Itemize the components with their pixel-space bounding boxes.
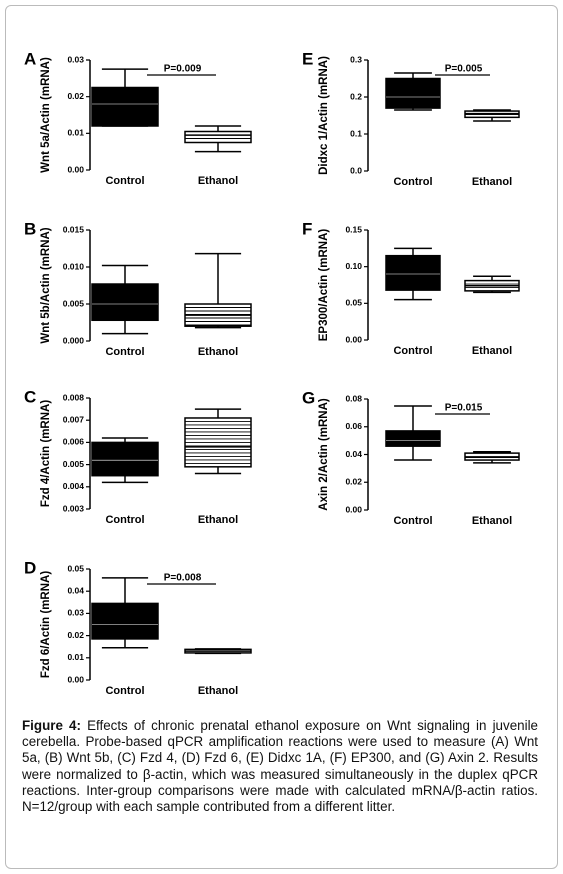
- y-tick-label: 0.003: [63, 503, 85, 513]
- box: [385, 254, 441, 291]
- p-value: P=0.008: [164, 573, 202, 584]
- x-tick-label: Control: [105, 514, 144, 526]
- panel-label: D: [24, 558, 36, 577]
- box: [91, 86, 159, 127]
- p-value: P=0.015: [445, 403, 483, 414]
- charts: A Wnt 5a/Actin (mRNA) 0.00 0.01 0.02 0.03 Cont…: [24, 49, 520, 697]
- y-axis-title: Fzd 4/Actin (mRNA): [40, 400, 52, 508]
- x-tick-label: Ethanol: [472, 176, 512, 188]
- box: [385, 77, 441, 109]
- box: [91, 441, 159, 477]
- y-tick-label: 0.008: [63, 392, 85, 402]
- p-value: P=0.005: [445, 64, 483, 75]
- panel-label: C: [24, 387, 36, 406]
- y-tick-label: 0.08: [345, 393, 362, 403]
- y-tick-label: 0.00: [345, 334, 362, 344]
- panel-label: A: [24, 49, 36, 68]
- y-tick-label: 0.006: [63, 437, 85, 447]
- x-tick-label: Control: [393, 515, 432, 527]
- x-tick-label: Ethanol: [198, 514, 238, 526]
- y-tick-label: 0.00: [67, 674, 84, 684]
- caption-text: Effects of chronic prenatal ethanol expo…: [22, 718, 538, 815]
- y-tick-label: 0.02: [67, 91, 84, 101]
- figure: A Wnt 5a/Actin (mRNA) 0.00 0.01 0.02 0.03 Cont…: [5, 5, 558, 869]
- x-tick-label: Ethanol: [472, 345, 512, 357]
- box: [184, 130, 252, 144]
- y-tick-label: 0.0: [350, 165, 362, 175]
- box: [385, 430, 441, 447]
- y-tick-label: 0.15: [345, 224, 362, 234]
- panel-label: F: [302, 219, 312, 238]
- panel-label: G: [302, 388, 315, 407]
- y-tick-label: 0.05: [345, 298, 362, 308]
- x-tick-label: Control: [105, 685, 144, 697]
- y-axis-title: Axin 2/Actin (mRNA): [318, 398, 330, 511]
- panel-label: B: [24, 219, 36, 238]
- y-tick-label: 0.010: [63, 261, 85, 271]
- y-tick-label: 0.04: [345, 449, 362, 459]
- y-tick-label: 0.3: [350, 54, 362, 64]
- panel-label: E: [302, 49, 313, 68]
- y-axis-title: EP300/Actin (mRNA): [318, 229, 330, 342]
- x-tick-label: Ethanol: [198, 346, 238, 358]
- y-tick-label: 0.005: [63, 298, 85, 308]
- x-tick-label: Control: [105, 175, 144, 187]
- y-tick-label: 0.02: [345, 477, 362, 487]
- y-axis-title: Wnt 5a/Actin (mRNA): [40, 57, 52, 173]
- caption-label: Figure 4:: [22, 718, 81, 733]
- caption: Figure 4: Effects of chronic prenatal et…: [22, 718, 538, 815]
- y-tick-label: 0.007: [63, 414, 85, 424]
- y-tick-label: 0.2: [350, 91, 362, 101]
- y-tick-label: 0.000: [63, 335, 85, 345]
- y-tick-label: 0.005: [63, 459, 85, 469]
- y-axis-title: Didxc 1/Actin (mRNA): [318, 56, 330, 175]
- y-tick-label: 0.03: [67, 608, 84, 618]
- y-tick-label: 0.01: [67, 128, 84, 138]
- y-axis-title: Wnt 5b/Actin (mRNA): [40, 227, 52, 343]
- x-tick-label: Ethanol: [472, 515, 512, 527]
- x-tick-label: Control: [393, 345, 432, 357]
- box: [91, 283, 159, 322]
- y-axis-title: Fzd 6/Actin (mRNA): [40, 571, 52, 679]
- y-tick-label: 0.03: [67, 54, 84, 64]
- y-tick-label: 0.00: [67, 164, 84, 174]
- x-tick-label: Control: [105, 346, 144, 358]
- y-tick-label: 0.04: [67, 585, 84, 595]
- box: [91, 602, 159, 640]
- y-tick-label: 0.00: [345, 504, 362, 514]
- y-tick-label: 0.02: [67, 630, 84, 640]
- x-tick-label: Ethanol: [198, 175, 238, 187]
- y-tick-label: 0.1: [350, 128, 362, 138]
- y-tick-label: 0.10: [345, 261, 362, 271]
- y-tick-label: 0.01: [67, 652, 84, 662]
- y-tick-label: 0.05: [67, 563, 84, 573]
- y-tick-label: 0.015: [63, 224, 85, 234]
- x-tick-label: Control: [393, 176, 432, 188]
- p-value: P=0.009: [164, 64, 202, 75]
- y-tick-label: 0.06: [345, 421, 362, 431]
- y-tick-label: 0.004: [63, 481, 85, 491]
- x-tick-label: Ethanol: [198, 685, 238, 697]
